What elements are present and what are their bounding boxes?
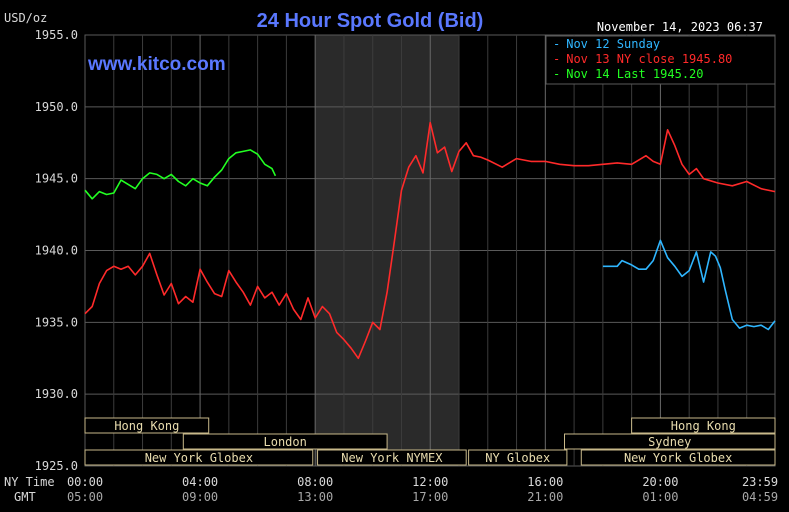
x-tick-label-gmt: 05:00 — [67, 490, 103, 504]
x-tick-label-ny: 12:00 — [412, 475, 448, 489]
y-tick-label: 1940.0 — [35, 244, 78, 258]
x-tick-label-gmt: 13:00 — [297, 490, 333, 504]
y-axis-unit-label: USD/oz — [4, 11, 47, 25]
legend-box — [545, 35, 776, 85]
session-band — [182, 433, 388, 450]
session-label: Hong Kong — [114, 419, 179, 433]
x-tick-label-ny: 23:59 — [742, 475, 778, 489]
chart-title: 24 Hour Spot Gold (Bid) — [257, 10, 484, 32]
session-label: NY Globex — [485, 451, 550, 465]
session-label: New York Globex — [624, 451, 732, 465]
session-band — [84, 449, 314, 466]
y-tick-label: 1930.0 — [35, 387, 78, 401]
series-line-1 — [602, 239, 776, 331]
x-tick-label-ny: 20:00 — [642, 475, 678, 489]
ny-time-axis-label: NY Time — [4, 475, 55, 489]
timestamp: November 14, 2023 06:37 — [597, 20, 763, 34]
session-band — [84, 417, 210, 434]
gmt-axis-label: GMT — [14, 490, 36, 504]
y-tick-label: 1935.0 — [35, 315, 78, 329]
session-band — [580, 449, 776, 466]
legend-item-nov14: - Nov 14 Last 1945.20 — [553, 67, 704, 81]
session-label: Hong Kong — [671, 419, 736, 433]
session-label: New York Globex — [145, 451, 253, 465]
x-tick-label-ny: 16:00 — [527, 475, 563, 489]
session-label: London — [264, 435, 307, 449]
session-label: New York NYMEX — [341, 451, 443, 465]
y-tick-label: 1925.0 — [35, 459, 78, 473]
x-tick-label-gmt: 04:59 — [742, 490, 778, 504]
x-tick-label-ny: 08:00 — [297, 475, 333, 489]
x-tick-label-ny: 00:00 — [67, 475, 103, 489]
watermark-kitco: www.kitco.com — [87, 54, 226, 75]
x-tick-label-gmt: 01:00 — [642, 490, 678, 504]
x-tick-label-gmt: 21:00 — [527, 490, 563, 504]
series-line-3 — [84, 149, 277, 200]
legend-item-nov13: - Nov 13 NY close 1945.80 — [553, 52, 732, 66]
y-tick-label: 1945.0 — [35, 172, 78, 186]
x-tick-label-gmt: 09:00 — [182, 490, 218, 504]
session-label: Sydney — [648, 435, 691, 449]
legend-item-nov12: - Nov 12 Sunday — [553, 37, 660, 51]
session-band — [631, 417, 776, 434]
legend: - Nov 12 Sunday - Nov 13 NY close 1945.80 … — [545, 35, 776, 85]
y-tick-label: 1950.0 — [35, 100, 78, 114]
session-band — [563, 433, 776, 450]
y-tick-label: 1955.0 — [35, 28, 78, 42]
x-tick-label-ny: 04:00 — [182, 475, 218, 489]
series-line-2 — [84, 121, 776, 360]
session-band — [468, 449, 568, 466]
session-band — [317, 449, 467, 466]
x-tick-label-gmt: 17:00 — [412, 490, 448, 504]
